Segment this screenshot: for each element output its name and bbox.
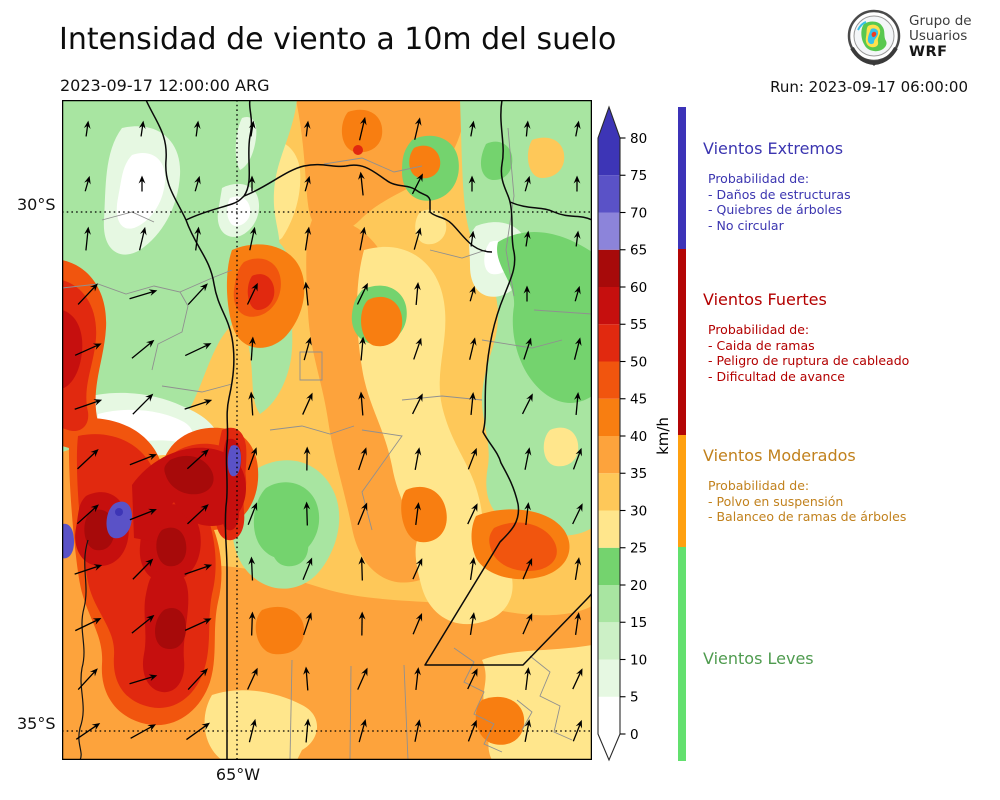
svg-text:45: 45 <box>630 392 647 408</box>
lon-label-65w: 65°W <box>215 765 261 784</box>
logo-line-3: WRF <box>909 43 948 60</box>
svg-text:70: 70 <box>630 205 647 221</box>
svg-text:15: 15 <box>630 615 647 631</box>
legend-title: Vientos Fuertes <box>703 290 827 309</box>
lat-label-30s: 30°S <box>17 195 56 214</box>
logo-text: Grupo de Usuarios WRF <box>909 12 972 61</box>
wrf-users-group-logo: Grupo de Usuarios WRF <box>846 8 972 66</box>
legend-title: Vientos Extremos <box>703 139 844 158</box>
logo-line-1: Grupo de <box>909 12 972 29</box>
wind-intensity-map <box>61 99 593 761</box>
legend-title: Vientos Moderados <box>703 446 856 465</box>
svg-text:5: 5 <box>630 690 639 706</box>
svg-text:35: 35 <box>630 466 647 482</box>
svg-text:65: 65 <box>630 243 647 259</box>
wind-arrows <box>74 116 583 743</box>
svg-text:25: 25 <box>630 541 647 557</box>
svg-text:20: 20 <box>630 578 647 594</box>
legend-vientos-extremos: Vientos Extremos Probabilidad de: - Daños… <box>703 139 983 233</box>
legend-lines: Probabilidad de: - Caida de ramas - Peligr… <box>708 322 910 384</box>
svg-text:75: 75 <box>630 168 647 184</box>
logo-line-2: Usuarios <box>909 28 968 45</box>
svg-text:55: 55 <box>630 317 647 333</box>
legend-title: Vientos Leves <box>703 649 814 668</box>
svg-text:30: 30 <box>630 503 647 519</box>
map-canvas <box>61 99 593 761</box>
legend-vientos-fuertes: Vientos Fuertes Probabilidad de: - Caida … <box>703 290 983 384</box>
svg-text:50: 50 <box>630 354 647 370</box>
svg-text:60: 60 <box>630 280 647 296</box>
globe-emblem-icon <box>847 9 901 66</box>
valid-time-label: 2023-09-17 12:00:00 ARG <box>60 76 270 95</box>
svg-text:0: 0 <box>630 727 639 743</box>
page-title: Intensidad de viento a 10m del suelo <box>59 22 617 57</box>
legend-vientos-moderados: Vientos Moderados Probabilidad de: - Polv… <box>703 446 983 525</box>
svg-text:10: 10 <box>630 652 647 668</box>
legend-lines: Probabilidad de: - Daños de estructuras - … <box>708 171 851 233</box>
svg-text:80: 80 <box>630 131 647 147</box>
legend-lines: Probabilidad de: - Polvo en suspensión - B… <box>708 478 907 525</box>
legend-vientos-leves: Vientos Leves <box>703 649 983 681</box>
run-time-label: Run: 2023-09-17 06:00:00 <box>770 78 968 96</box>
colorbar-unit-label: km/h <box>654 417 672 455</box>
svg-text:40: 40 <box>630 429 647 445</box>
lat-label-35s: 35°S <box>17 714 56 733</box>
category-color-bar <box>676 100 690 768</box>
wind-speed-colorbar: 0 5 10 15 20 25 30 35 40 45 50 55 60 65 70 75 80 km/h <box>596 100 686 785</box>
